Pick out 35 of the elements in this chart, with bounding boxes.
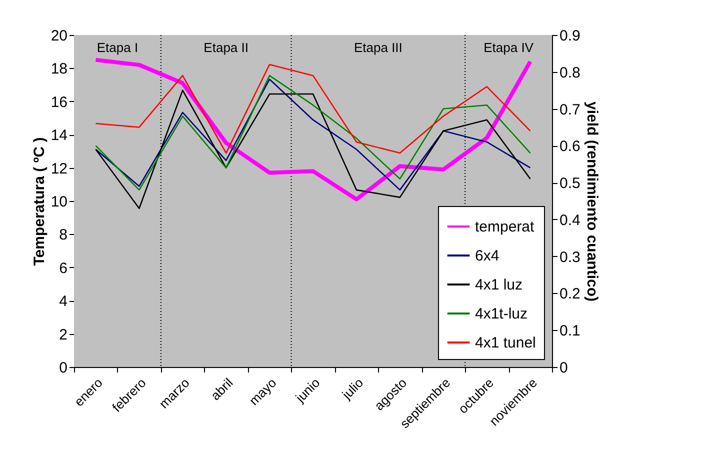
y-tick-label: 10 xyxy=(50,194,68,210)
y2-tick-label: 0.9 xyxy=(560,28,580,44)
band-label: Etapa II xyxy=(204,40,248,55)
y-tick-label: 16 xyxy=(50,94,68,111)
y-tick-label: 4 xyxy=(59,293,68,310)
y2-tick-label: 0.6 xyxy=(560,138,580,156)
y2-tick-label: 0.5 xyxy=(560,175,580,192)
legend-label: temperat xyxy=(475,218,536,236)
y2-tick-label: 0.8 xyxy=(560,64,580,82)
y2-tick-label: 0.2 xyxy=(560,286,580,303)
legend-label: 4x1 tunel xyxy=(475,334,536,352)
y2-axis-title: yield (rendimiento cuantico) xyxy=(583,101,600,302)
y-tick-label: 8 xyxy=(59,226,68,244)
y-tick-label: 14 xyxy=(50,127,68,144)
y-tick-label: 0 xyxy=(59,360,68,376)
y2-tick-label: 0 xyxy=(560,360,568,376)
line-series xyxy=(94,58,532,202)
y2-tick-label: 0.1 xyxy=(560,322,580,340)
y-tick-label: 12 xyxy=(50,160,68,178)
y-tick-label: 18 xyxy=(50,60,68,78)
y2-tick-label: 0.4 xyxy=(560,212,580,229)
legend-label: 6x4 xyxy=(475,248,500,264)
band-label: Etapa I xyxy=(96,40,138,55)
y-tick-label: 2 xyxy=(59,326,68,344)
band-label: Etapa IV xyxy=(484,40,534,55)
y-tick-label: 20 xyxy=(50,28,68,44)
legend-label: 4x1t-luz xyxy=(475,306,528,322)
y2-tick-label: 0.3 xyxy=(560,248,580,266)
y-axis-title: Temperatura ( ºC ) xyxy=(30,137,48,266)
x-tick-label: julio xyxy=(338,375,366,403)
line-series xyxy=(95,64,531,154)
y2-tick-label: 0.7 xyxy=(560,101,580,118)
legend-label: 4x1 luz xyxy=(475,276,523,294)
band-label: Etapa III xyxy=(354,40,402,55)
y-tick-label: 6 xyxy=(59,260,68,277)
